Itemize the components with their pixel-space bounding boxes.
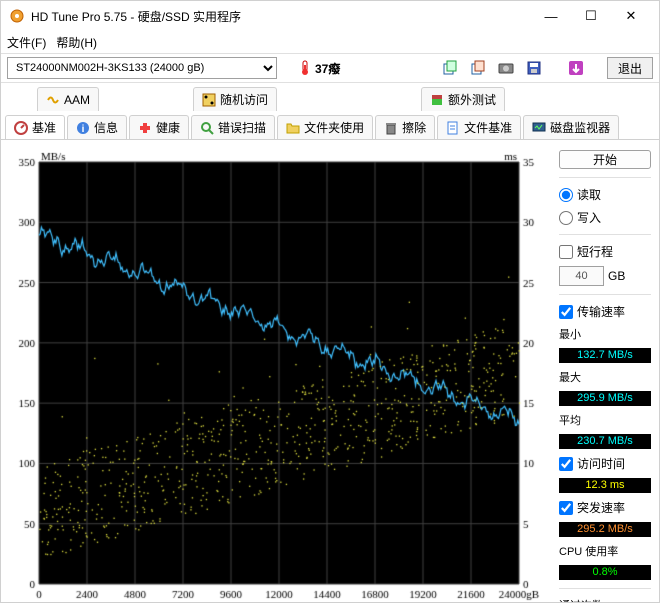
tab-aam[interactable]: AAM [37, 87, 99, 111]
read-radio[interactable]: 读取 [559, 186, 651, 203]
save-icon[interactable] [523, 57, 545, 79]
min-value: 132.7 MB/s [559, 348, 651, 363]
menubar: 文件(F) 帮助(H) [1, 31, 659, 53]
window-controls: ― ☐ ✕ [531, 2, 651, 30]
write-radio[interactable]: 写入 [559, 209, 651, 226]
burst-value: 295.2 MB/s [559, 522, 651, 537]
min-label: 最小 [559, 326, 651, 342]
window-title: HD Tune Pro 5.75 - 硬盘/SSD 实用程序 [31, 8, 531, 25]
access-value: 12.3 ms [559, 478, 651, 493]
toolbar: ST24000NM002H-3KS133 (24000 gB) 37癈 退出 [1, 53, 659, 83]
app-icon [9, 8, 25, 24]
max-value: 295.9 MB/s [559, 391, 651, 406]
minimize-button[interactable]: ― [531, 2, 571, 30]
tabs-row2: 基准 i信息 健康 错误扫描 文件夹使用 擦除 文件基准 磁盘监视器 [1, 111, 659, 139]
temperature: 37癈 [299, 60, 340, 77]
titlebar: HD Tune Pro 5.75 - 硬盘/SSD 实用程序 ― ☐ ✕ [1, 1, 659, 31]
copy-icon[interactable] [439, 57, 461, 79]
access-check[interactable]: 访问时间 [559, 455, 651, 472]
menu-help[interactable]: 帮助(H) [56, 34, 97, 51]
max-label: 最大 [559, 369, 651, 385]
svg-text:i: i [82, 124, 85, 135]
refresh-icon[interactable] [565, 57, 587, 79]
cpu-label: CPU 使用率 [559, 543, 651, 559]
copy2-icon[interactable] [467, 57, 489, 79]
results-sidebar: 开始 读取 写入 短行程 GB 传输速率 最小 132.7 MB/s 最大 29… [551, 140, 659, 602]
tab-folder[interactable]: 文件夹使用 [277, 115, 373, 139]
thermometer-icon [299, 60, 311, 76]
burst-check[interactable]: 突发速率 [559, 499, 651, 516]
tab-monitor[interactable]: 磁盘监视器 [523, 115, 619, 139]
passes-label: 通过次数 [559, 597, 651, 602]
tab-info[interactable]: i信息 [67, 115, 127, 139]
benchmark-chart [5, 148, 545, 602]
tab-filebench[interactable]: 文件基准 [437, 115, 521, 139]
tab-errorscan[interactable]: 错误扫描 [191, 115, 275, 139]
screenshot-icon[interactable] [495, 57, 517, 79]
transfer-check[interactable]: 传输速率 [559, 303, 651, 320]
drive-select[interactable]: ST24000NM002H-3KS133 (24000 gB) [7, 57, 277, 79]
menu-file[interactable]: 文件(F) [7, 34, 46, 51]
chart-area [1, 140, 551, 602]
tab-extra[interactable]: 额外测试 [421, 87, 505, 111]
start-button[interactable]: 开始 [559, 150, 651, 169]
tab-erase[interactable]: 擦除 [375, 115, 435, 139]
close-button[interactable]: ✕ [611, 2, 651, 30]
tab-benchmark[interactable]: 基准 [5, 115, 65, 139]
short-stroke-input [559, 266, 604, 286]
app-window: HD Tune Pro 5.75 - 硬盘/SSD 实用程序 ― ☐ ✕ 文件(… [0, 0, 660, 603]
short-stroke-check[interactable]: 短行程 [559, 243, 651, 260]
content-area: 开始 读取 写入 短行程 GB 传输速率 最小 132.7 MB/s 最大 29… [1, 139, 659, 602]
maximize-button[interactable]: ☐ [571, 2, 611, 30]
avg-value: 230.7 MB/s [559, 434, 651, 449]
tab-random[interactable]: 随机访问 [193, 87, 277, 111]
avg-label: 平均 [559, 412, 651, 428]
tabs-row1: AAM 随机访问 额外测试 [1, 83, 659, 111]
tab-health[interactable]: 健康 [129, 115, 189, 139]
exit-button[interactable]: 退出 [607, 57, 653, 79]
cpu-value: 0.8% [559, 565, 651, 580]
